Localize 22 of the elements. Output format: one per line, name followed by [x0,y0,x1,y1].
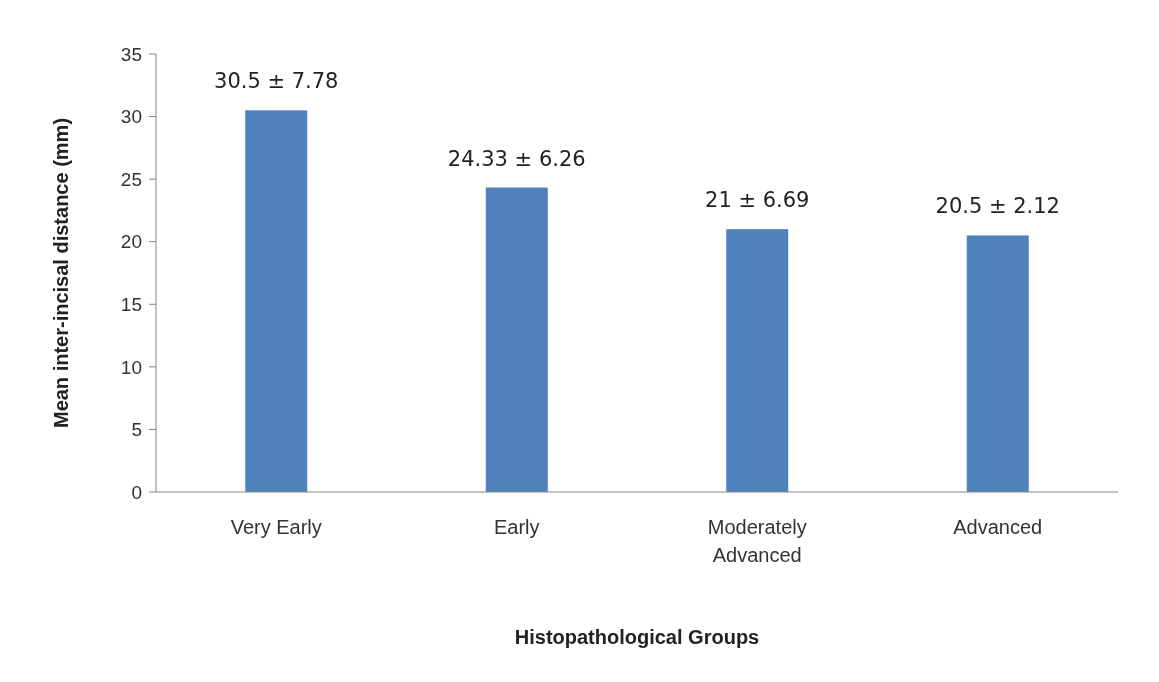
y-axis-title: Mean inter-incisal distance (mm) [50,117,72,429]
bar [726,229,789,492]
x-tick-label: Very Early [230,516,322,538]
data-label: 30.5 ± 7.78 [214,69,339,94]
x-tick-label: Early [493,516,540,538]
y-tick-label: 0 [131,481,142,503]
y-tick-label: 35 [120,43,142,65]
data-label: 20.5 ± 2.12 [935,194,1060,219]
x-axis-title: Histopathological Groups [514,626,760,648]
bar [245,110,308,492]
y-tick-label: 15 [120,293,142,315]
bar [485,187,548,492]
y-tick-label: 20 [120,231,142,253]
y-tick-label: 5 [131,419,142,441]
data-label: 24.33 ± 6.26 [447,146,586,171]
data-label: 21 ± 6.69 [705,188,810,213]
y-tick-label: 10 [120,356,142,378]
x-tick-label: Moderately Advanced [707,516,807,566]
y-tick-label: 30 [120,106,142,128]
bar [966,235,1029,492]
x-tick-label: Advanced [953,516,1043,538]
y-tick-label: 25 [120,168,142,190]
